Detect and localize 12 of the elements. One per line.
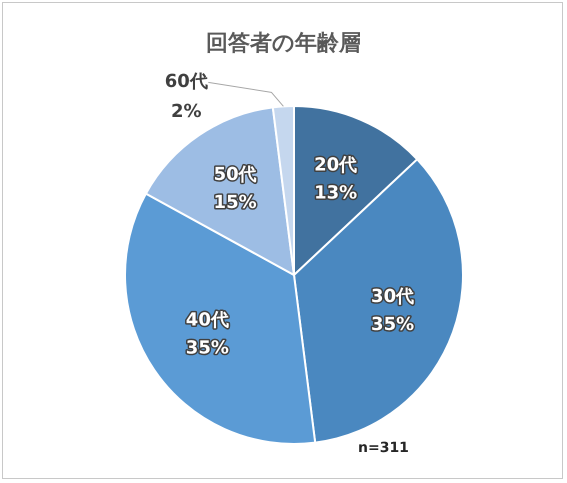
data-label: 2% <box>170 101 202 122</box>
slice-label: 40代 <box>186 310 229 331</box>
chart-title: 回答者の年齢層 <box>205 30 362 58</box>
text: n=311 <box>358 440 409 456</box>
data-label: 35% <box>186 338 229 359</box>
slice-label: 30代 <box>371 286 414 308</box>
data-label: 15% <box>214 192 257 214</box>
data-label: 35% <box>371 314 414 336</box>
slice-label: 20代 <box>314 154 358 176</box>
data-label: 13% <box>314 182 358 204</box>
slice-label: 50代 <box>214 164 257 186</box>
slice-label: 60代 <box>164 71 208 92</box>
